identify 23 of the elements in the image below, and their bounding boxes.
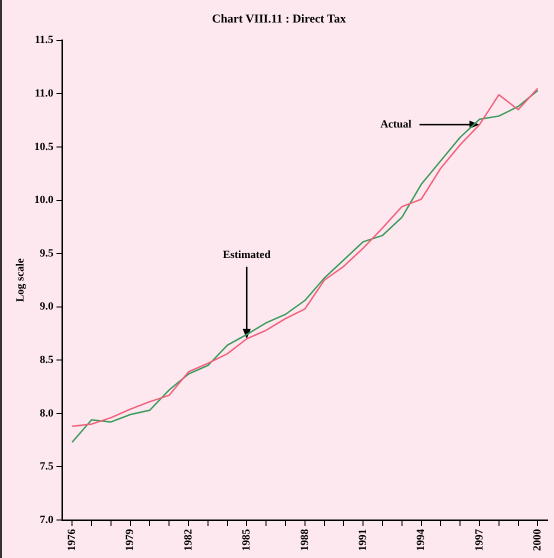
- y-tick-label: 11.5: [34, 34, 54, 46]
- y-tick-label: 7.0: [40, 514, 54, 526]
- y-tick-label: 11.0: [34, 88, 54, 100]
- y-tick-label: 8.0: [40, 407, 54, 420]
- x-tick-label: 1985: [240, 528, 253, 551]
- x-tick-label: 1991: [356, 529, 369, 551]
- annotation: Actual: [380, 118, 412, 130]
- x-tick-label: 1997: [473, 528, 486, 551]
- chart-title: Chart VIII.11 : Direct Tax: [212, 11, 346, 26]
- y-tick-label: 10.0: [34, 194, 54, 206]
- x-tick-label: 1994: [415, 528, 428, 551]
- annotation: Estimated: [222, 249, 271, 262]
- x-tick-label: 1976: [66, 528, 78, 551]
- x-tick-label: 1982: [182, 528, 194, 551]
- x-tick-label: 2000: [532, 528, 544, 551]
- y-tick-label: 10.5: [34, 140, 54, 153]
- y-tick-label: 9.0: [40, 300, 54, 313]
- x-tick-label: 1979: [124, 528, 136, 551]
- x-tick-label: 1988: [298, 528, 311, 551]
- y-tick-label: 9.5: [40, 247, 54, 260]
- y-axis-title: Log scale: [14, 258, 26, 302]
- y-tick-label: 8.5: [40, 354, 54, 366]
- y-tick-label: 7.5: [40, 460, 54, 473]
